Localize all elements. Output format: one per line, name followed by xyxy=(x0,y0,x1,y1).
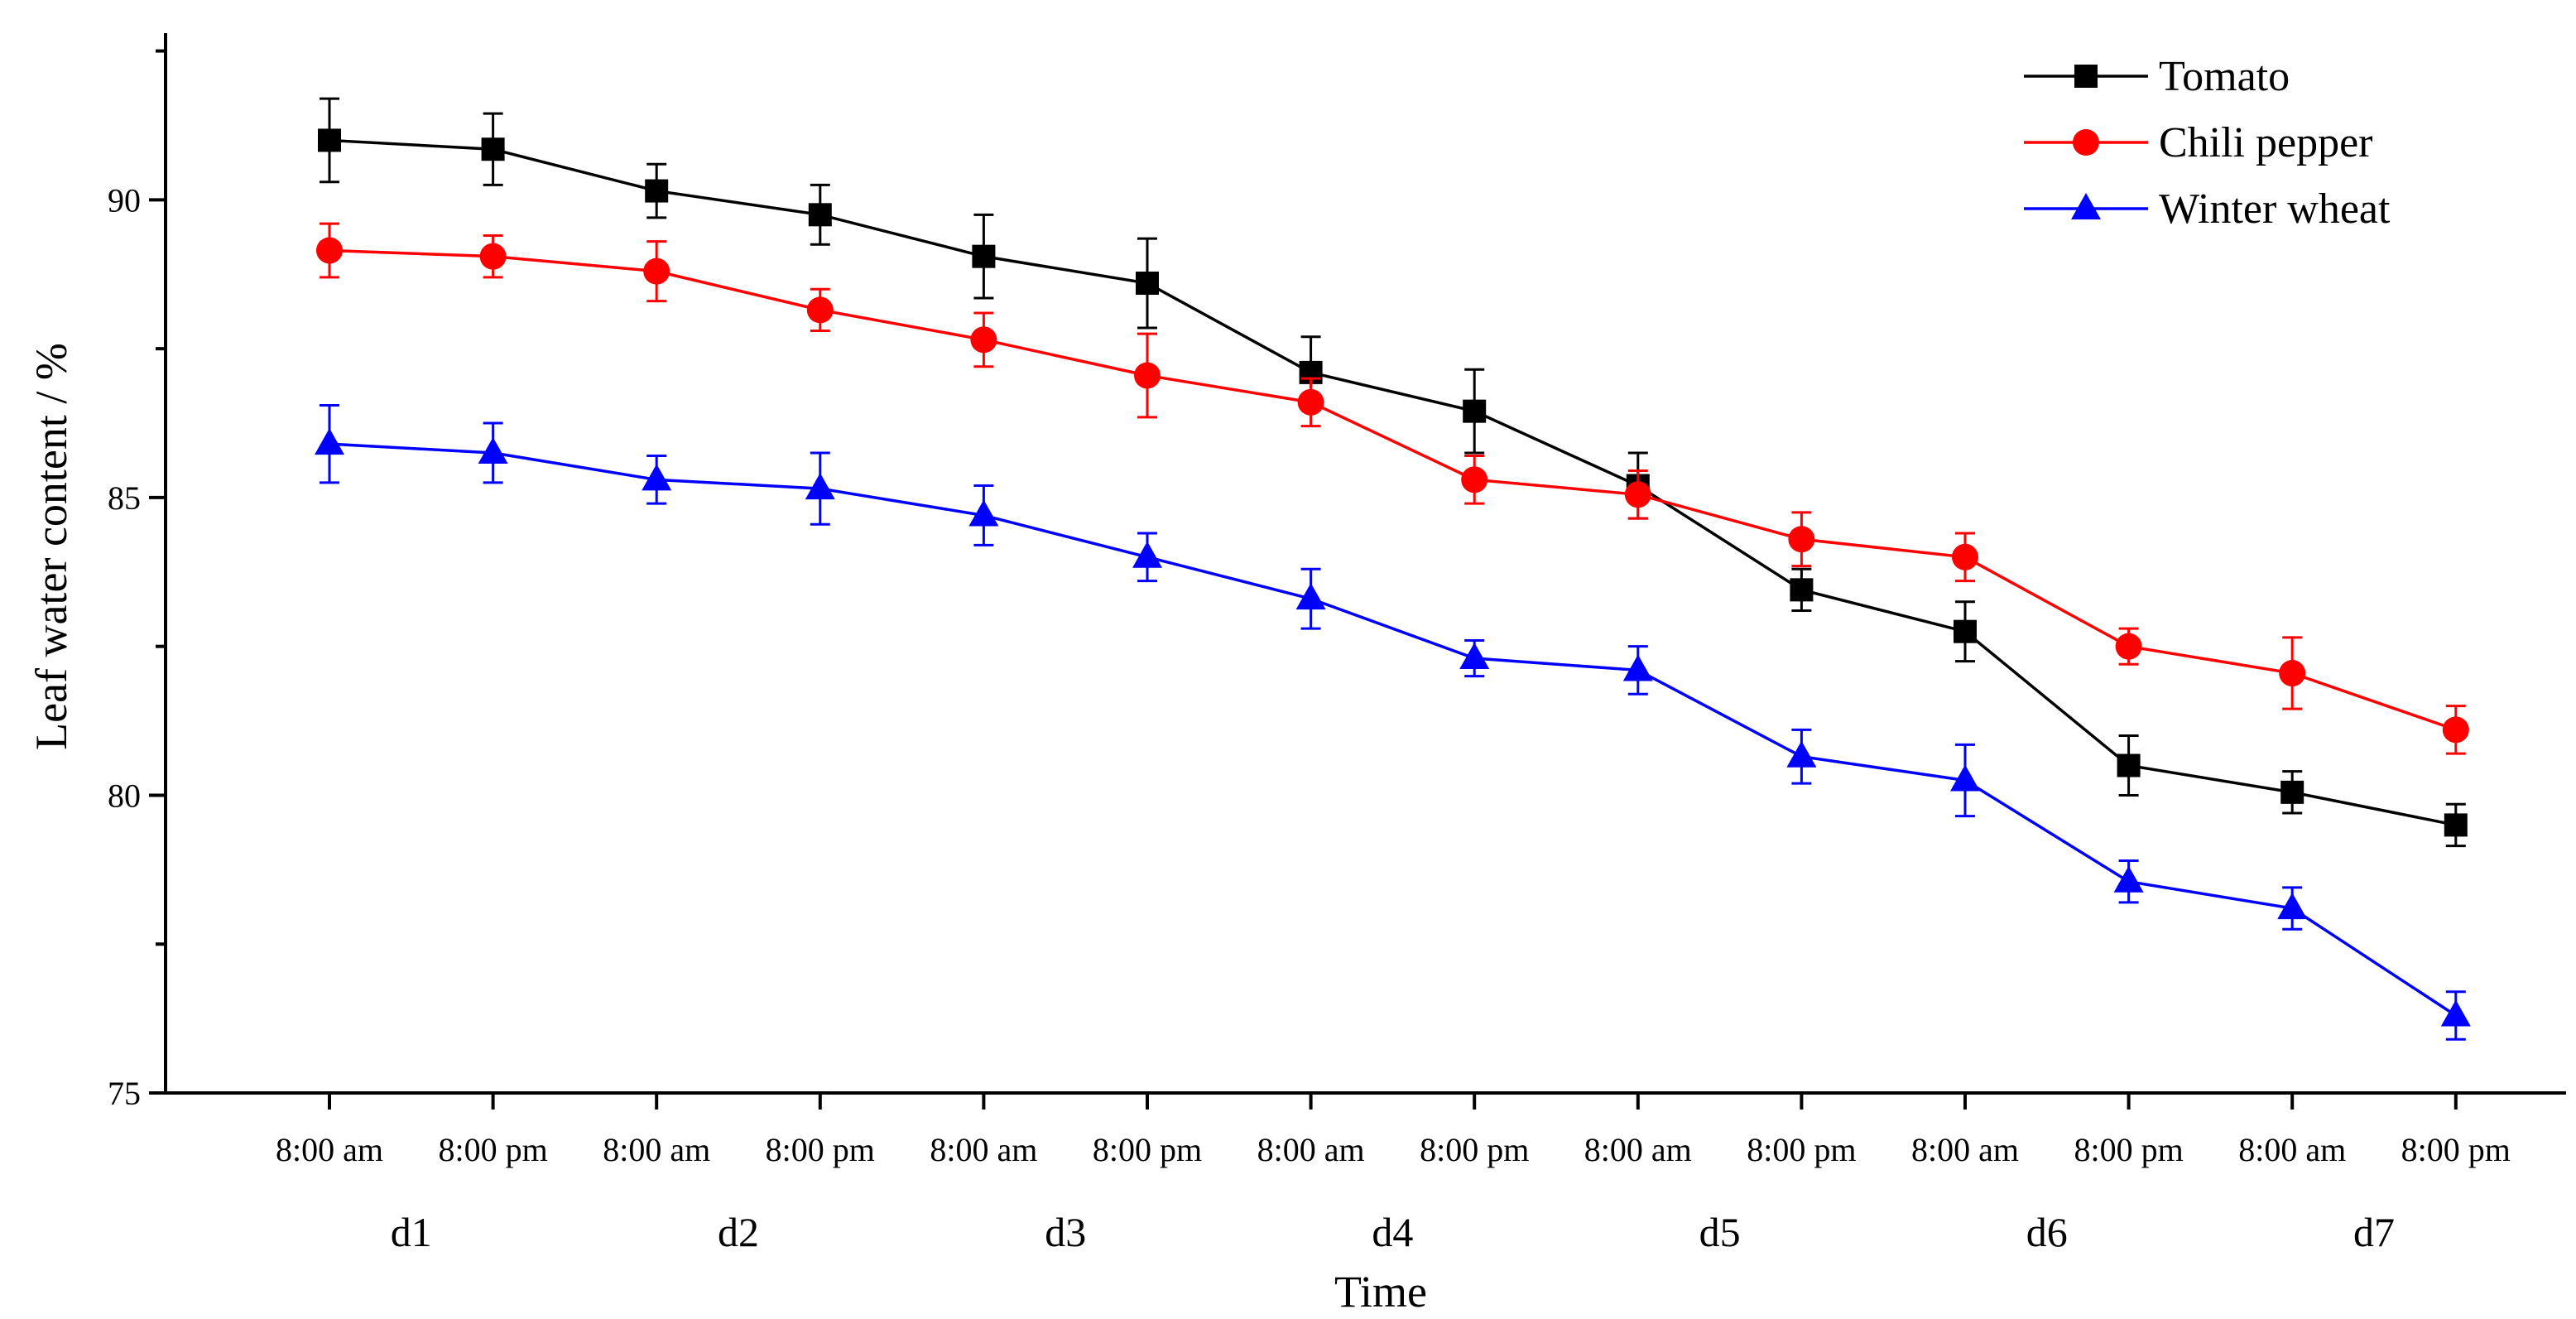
data-point-chili-pepper xyxy=(970,326,997,354)
x-tick-label: 8:00 am xyxy=(1911,1131,2019,1168)
day-label: d7 xyxy=(2353,1209,2395,1255)
x-axis-title: Time xyxy=(1334,1267,1427,1317)
data-point-winter-wheat xyxy=(1132,541,1162,568)
data-point-chili-pepper xyxy=(2279,660,2306,687)
series-chili-pepper xyxy=(316,222,2469,755)
day-label: d5 xyxy=(1699,1209,1741,1255)
legend: Tomato Chili pepper Winter wheat xyxy=(2024,53,2391,233)
x-tick-label: 8:00 am xyxy=(603,1131,710,1168)
data-point-chili-pepper xyxy=(1134,362,1161,389)
data-point-winter-wheat xyxy=(1786,740,1817,768)
series-line-winter-wheat xyxy=(329,442,2457,1017)
data-point-chili-pepper xyxy=(806,296,834,324)
data-point-chili-pepper xyxy=(1461,466,1488,493)
x-tick-label: 8:00 am xyxy=(930,1131,1037,1168)
data-point-winter-wheat xyxy=(1950,764,1980,792)
day-label: d1 xyxy=(391,1209,432,1255)
data-point-chili-pepper xyxy=(2115,633,2142,660)
x-tick-label: 8:00 am xyxy=(276,1131,383,1168)
data-point-winter-wheat xyxy=(315,428,344,455)
data-point-tomato xyxy=(481,137,505,161)
x-tick-label: 8:00 pm xyxy=(1747,1131,1856,1168)
series-layer xyxy=(315,97,2471,1041)
data-point-tomato xyxy=(972,244,996,268)
x-tick-label: 8:00 am xyxy=(1257,1131,1365,1168)
data-point-tomato xyxy=(2444,813,2468,837)
y-tick-label: 75 xyxy=(108,1075,141,1112)
data-point-tomato xyxy=(808,203,832,227)
legend-marker xyxy=(2074,65,2098,88)
data-point-chili-pepper xyxy=(2442,716,2469,744)
x-tick-label: 8:00 pm xyxy=(2074,1131,2183,1168)
data-point-winter-wheat xyxy=(2440,999,2471,1027)
series-line-tomato xyxy=(329,138,2457,827)
x-tick-label: 8:00 pm xyxy=(438,1131,547,1168)
data-point-tomato xyxy=(1954,619,1977,643)
data-point-chili-pepper xyxy=(1624,481,1651,508)
data-point-chili-pepper xyxy=(1952,543,1978,570)
day-label: d2 xyxy=(718,1209,759,1255)
legend-item-winter-wheat: Winter wheat xyxy=(2024,185,2391,233)
legend-item-tomato: Tomato xyxy=(2024,53,2290,100)
data-point-tomato xyxy=(2280,780,2304,804)
data-point-winter-wheat xyxy=(478,436,508,464)
data-point-winter-wheat xyxy=(642,464,672,491)
data-point-tomato xyxy=(1790,578,1814,602)
data-point-winter-wheat xyxy=(968,499,999,527)
data-point-winter-wheat xyxy=(2277,893,2308,920)
x-tick-label: 8:00 pm xyxy=(1093,1131,1202,1168)
data-point-chili-pepper xyxy=(479,243,507,270)
data-point-chili-pepper xyxy=(316,237,343,264)
series-tomato xyxy=(318,97,2468,848)
data-point-chili-pepper xyxy=(643,258,670,285)
day-label: d6 xyxy=(2026,1209,2068,1255)
data-point-chili-pepper xyxy=(1297,388,1324,416)
y-tick-label: 90 xyxy=(108,181,141,219)
y-tick-label: 85 xyxy=(108,479,141,517)
data-point-tomato xyxy=(2117,753,2141,777)
x-tick-label: 8:00 pm xyxy=(766,1131,875,1168)
data-point-tomato xyxy=(1136,272,1159,296)
data-point-winter-wheat xyxy=(1295,583,1326,610)
day-label: d3 xyxy=(1045,1209,1086,1255)
data-point-tomato xyxy=(1463,399,1487,423)
x-tick-label: 8:00 am xyxy=(1584,1131,1692,1168)
axes: 75 80 85 90 8:00 am 8:00 pm 8:00 am 8:00 pm 8:00… xyxy=(108,33,2566,1255)
day-label: d4 xyxy=(1372,1209,1413,1255)
data-point-winter-wheat xyxy=(1459,643,1490,670)
y-axis-title: Leaf water content / % xyxy=(26,343,76,750)
legend-marker xyxy=(2073,129,2099,156)
data-point-winter-wheat xyxy=(1622,654,1653,681)
data-point-tomato xyxy=(318,128,341,152)
series-winter-wheat xyxy=(315,403,2471,1041)
data-point-tomato xyxy=(645,179,669,203)
legend-item-chili-pepper: Chili pepper xyxy=(2024,119,2373,166)
data-point-winter-wheat xyxy=(805,473,835,500)
data-point-chili-pepper xyxy=(1788,526,1815,553)
series-line-chili-pepper xyxy=(329,248,2457,732)
data-point-winter-wheat xyxy=(2113,865,2144,893)
x-tick-label: 8:00 pm xyxy=(1420,1131,1529,1168)
y-tick-label: 80 xyxy=(108,777,141,814)
legend-label: Tomato xyxy=(2159,53,2290,100)
x-tick-label: 8:00 pm xyxy=(2401,1131,2511,1168)
legend-marker xyxy=(2071,193,2101,219)
legend-label: Chili pepper xyxy=(2159,119,2373,166)
legend-label: Winter wheat xyxy=(2159,185,2391,233)
x-tick-label: 8:00 am xyxy=(2238,1131,2346,1168)
